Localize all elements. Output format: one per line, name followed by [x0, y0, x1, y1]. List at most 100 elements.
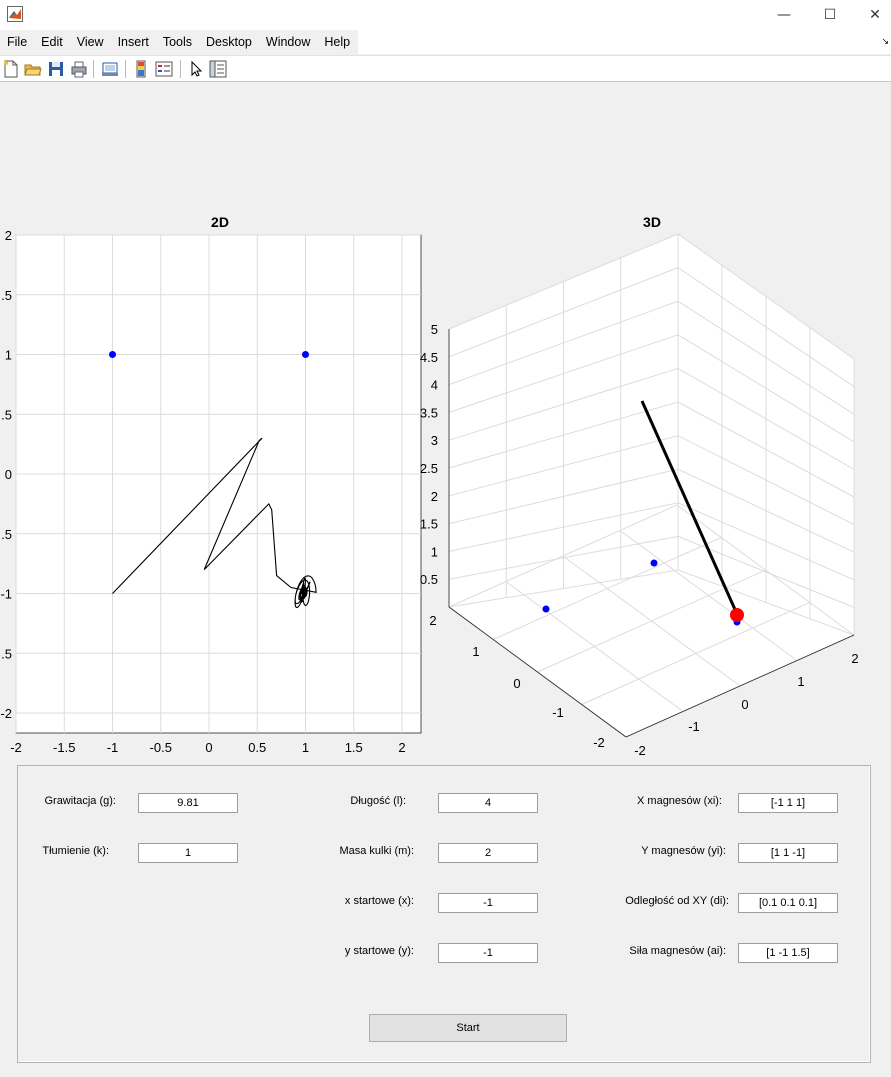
- z-tick-label: 1: [431, 544, 438, 559]
- x3d-tick-label: -2: [634, 743, 646, 758]
- grid-line: [676, 504, 855, 636]
- open-icon[interactable]: [24, 60, 42, 78]
- x3d-tick-label: -1: [688, 719, 700, 734]
- link-plot-icon[interactable]: [101, 60, 119, 78]
- magnet-marker-3d: [650, 559, 658, 567]
- figure-canvas: -2 -1.5 -1 -0.5 0 0.5 1 1.5 22.51.50.5-1.5-2 2D …: [0, 214, 859, 758]
- y-tick-label: .5: [1, 288, 12, 303]
- insert-legend-icon[interactable]: [155, 60, 173, 78]
- z-tick-label: 3: [431, 433, 438, 448]
- new-figure-icon[interactable]: [2, 60, 20, 78]
- start-y-field[interactable]: -1: [438, 943, 538, 963]
- insert-colorbar-icon[interactable]: [132, 60, 150, 78]
- x-tick-label: 1: [302, 740, 309, 755]
- toolbar-separator: [125, 60, 126, 78]
- y-tick-label: -2: [0, 706, 12, 721]
- y-tick-label: 1: [5, 348, 12, 363]
- grid-line: [562, 555, 741, 687]
- menu-tools[interactable]: Tools: [162, 35, 193, 49]
- axes-3d: 5 4.5 4 3.5 3 2.5 2 1.5 1 0.5 2 1 0 -1 -2 -2 -1 0 1 2 3D: [420, 214, 859, 758]
- pendulum-ball: [730, 608, 744, 622]
- distance-xy-field[interactable]: [0.1 0.1 0.1]: [738, 893, 838, 913]
- y3d-tick-label: 1: [472, 644, 479, 659]
- parameters-panel: Grawitacja (g): 9.81 Tłumienie (k): 1 Dł…: [17, 765, 871, 1063]
- y-axis-line: [448, 606, 627, 738]
- menu-edit[interactable]: Edit: [41, 35, 63, 49]
- distance-xy-label: Odległość od XY (di):: [625, 895, 729, 907]
- menu-file[interactable]: File: [7, 35, 28, 49]
- x3d-tick-label: 2: [851, 651, 858, 666]
- magnet-marker-3d: [542, 605, 550, 613]
- mass-label: Masa kulki (m):: [339, 845, 414, 857]
- toolbar-separator: [93, 60, 94, 78]
- magnets-x-field[interactable]: [-1 1 1]: [738, 793, 838, 813]
- magnet-marker: [302, 351, 309, 358]
- magnets-y-field[interactable]: [1 1 -1]: [738, 843, 838, 863]
- y-tick-label: 0: [5, 467, 12, 482]
- matlab-logo-icon: [7, 6, 23, 22]
- gravity-field[interactable]: 9.81: [138, 793, 238, 813]
- magnets-y-label: Y magnesów (yi):: [641, 845, 726, 857]
- menu-help[interactable]: Help: [324, 35, 351, 49]
- minimize-button[interactable]: —: [777, 7, 791, 23]
- damping-field[interactable]: 1: [138, 843, 238, 863]
- z-tick-label: 5: [431, 322, 438, 337]
- start-y-label: y startowe (y):: [344, 945, 414, 957]
- x-tick-label: -2: [10, 740, 22, 755]
- y3d-tick-label: 2: [429, 613, 436, 628]
- z-tick-label: 1.5: [420, 517, 438, 532]
- menu-dock-arrow-icon[interactable]: ↘: [881, 36, 889, 46]
- menu-insert[interactable]: Insert: [117, 35, 149, 49]
- x-axis-line: [625, 634, 855, 738]
- x-tick-label: 0.5: [248, 740, 266, 755]
- length-label: Długość (l):: [350, 795, 406, 807]
- y-tick-label: .5: [1, 407, 12, 422]
- mass-field[interactable]: 2: [438, 843, 538, 863]
- gravity-label: Grawitacja (g):: [44, 795, 116, 807]
- z-tick-label: 2.5: [420, 461, 438, 476]
- magnet-strength-field[interactable]: [1 -1 1.5]: [738, 943, 838, 963]
- y-tick-label: 2: [5, 228, 12, 243]
- z-tick-label: 0.5: [420, 572, 438, 587]
- y-tick-label: .5: [1, 646, 12, 661]
- close-button[interactable]: ✕: [869, 7, 881, 23]
- z-tick-label: 2: [431, 489, 438, 504]
- length-field[interactable]: 4: [438, 793, 538, 813]
- x-tick-label: 0: [205, 740, 212, 755]
- property-inspector-icon[interactable]: [209, 60, 227, 78]
- magnet-strength-label: Siła magnesów (ai):: [629, 945, 726, 957]
- figure-toolbar: [0, 55, 891, 82]
- z-tick-label: 3.5: [420, 405, 438, 420]
- grid-line: [581, 602, 810, 705]
- y3d-tick-label: -2: [593, 735, 605, 750]
- x3d-tick-label: 0: [741, 697, 748, 712]
- save-icon[interactable]: [47, 60, 65, 78]
- magnet-marker: [109, 351, 116, 358]
- x-tick-label: 2: [398, 740, 405, 755]
- pendulum-string: [640, 400, 739, 615]
- axes-2d: -2 -1.5 -1 -0.5 0 0.5 1 1.5 22.51.50.5-1.5-2 2D: [0, 214, 422, 755]
- toolbar-separator: [180, 60, 181, 78]
- x3d-tick-label: 1: [797, 674, 804, 689]
- damping-label: Tłumienie (k):: [42, 845, 109, 857]
- y-tick-label: -1: [0, 587, 12, 602]
- menu-window[interactable]: Window: [265, 35, 311, 49]
- menu-bar: File Edit View Insert Tools Desktop Wind…: [0, 30, 891, 54]
- start-x-label: x startowe (x):: [344, 895, 414, 907]
- trajectory-path: [112, 437, 317, 609]
- start-x-field[interactable]: -1: [438, 893, 538, 913]
- maximize-button[interactable]: ☐: [823, 7, 837, 23]
- title-bar: — ☐ ✕: [0, 0, 891, 30]
- x-tick-label: -0.5: [150, 740, 172, 755]
- edit-plot-icon[interactable]: [187, 60, 205, 78]
- start-button[interactable]: Start: [369, 1014, 567, 1042]
- y-tick-label: .5: [1, 527, 12, 542]
- print-icon[interactable]: [70, 60, 88, 78]
- y3d-tick-label: 0: [513, 676, 520, 691]
- z-tick-label: 4.5: [420, 350, 438, 365]
- menu-desktop[interactable]: Desktop: [206, 35, 252, 49]
- menu-view[interactable]: View: [76, 35, 104, 49]
- grid-line: [619, 530, 798, 661]
- x-tick-label: 1.5: [345, 740, 363, 755]
- plot-3d-title: 3D: [643, 214, 661, 230]
